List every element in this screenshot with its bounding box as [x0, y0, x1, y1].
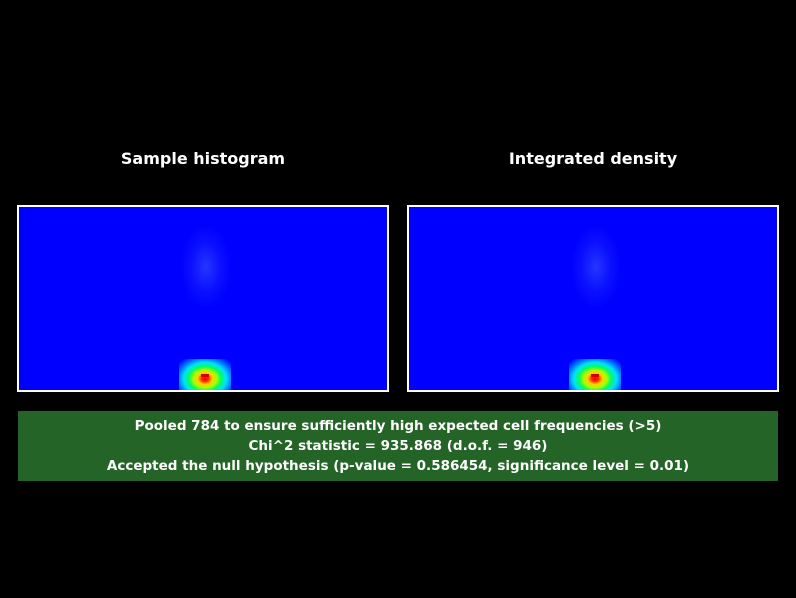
chi-square-result-box: Pooled 784 to ensure sufficiently high e… — [18, 411, 778, 481]
sample-histogram-title: Sample histogram — [120, 149, 286, 168]
chi-square-statistic-text: Chi^2 statistic = 935.868 (d.o.f. = 946) — [248, 438, 548, 454]
heatmap-peak — [591, 374, 599, 377]
integrated-density-heatmap — [407, 205, 779, 392]
heatmap-faint-smear — [182, 227, 230, 307]
hypothesis-result-text: Accepted the null hypothesis (p-value = … — [106, 458, 690, 474]
heatmap-peak — [201, 374, 209, 377]
sample-histogram-heatmap — [17, 205, 389, 392]
integrated-density-title: Integrated density — [508, 149, 678, 168]
pooled-cells-text: Pooled 784 to ensure sufficiently high e… — [134, 418, 662, 434]
heatmap-faint-smear — [572, 227, 620, 307]
